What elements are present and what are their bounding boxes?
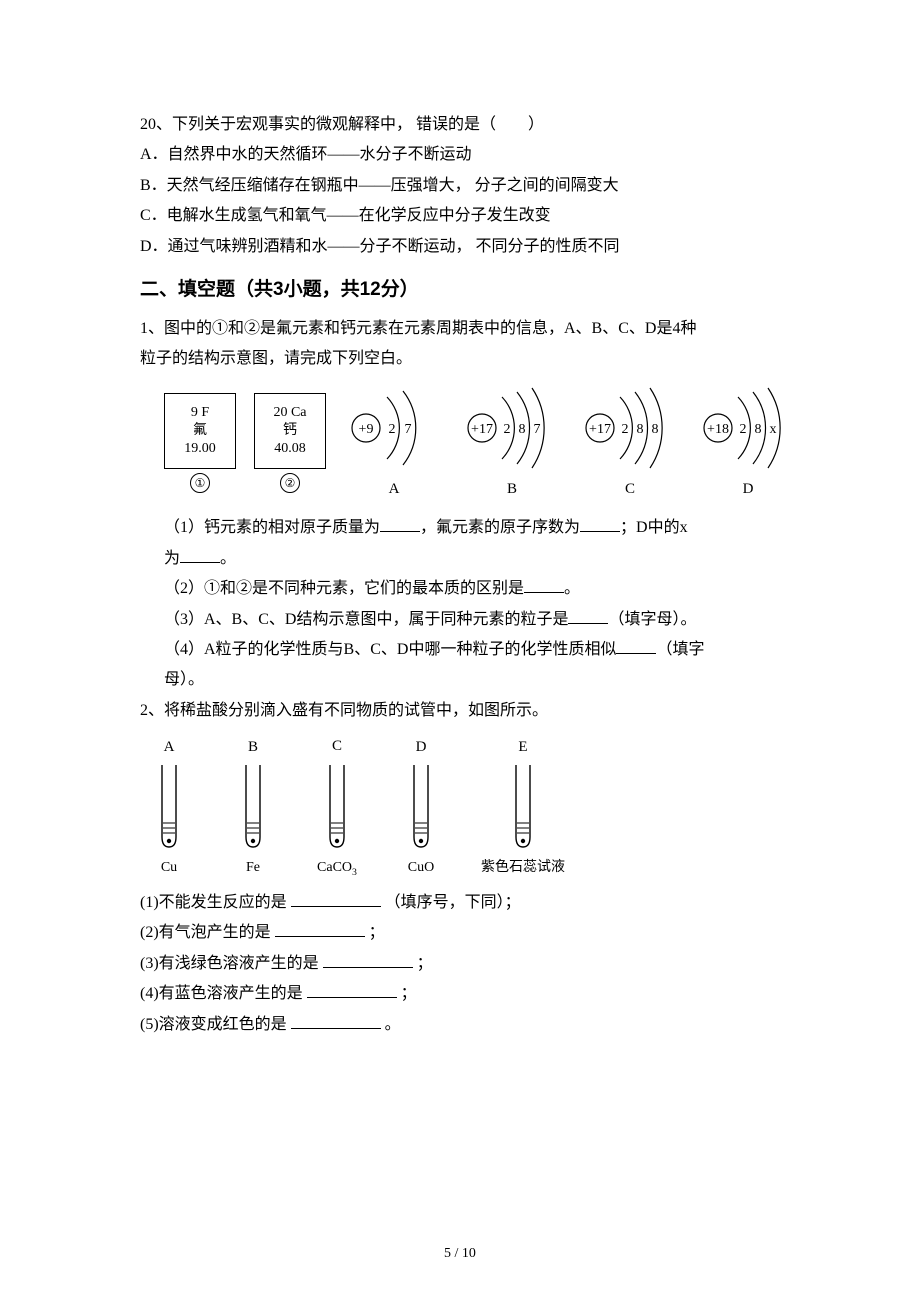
tube-c: C CaCO3 [310, 732, 364, 882]
blank[interactable] [616, 637, 656, 654]
q2-s5: (5)溶液变成红色的是 。 [140, 1010, 790, 1040]
q20-option-d: D．通过气味辨别酒精和水——分子不断运动， 不同分子的性质不同 [140, 232, 790, 262]
blank[interactable] [568, 607, 608, 624]
tube-top-label: E [518, 733, 527, 762]
q20-option-c: C．电解水生成氢气和氧气——在化学反应中分子发生改变 [140, 201, 790, 231]
atom-d: +18 2 8 x D [698, 383, 798, 504]
q2-s3: (3)有浅绿色溶液产生的是 ； [140, 949, 790, 979]
tube-a: A Cu [142, 733, 196, 882]
blank[interactable] [275, 920, 365, 937]
tile-top: 9 F [191, 404, 209, 422]
svg-text:8: 8 [637, 422, 644, 437]
tube-e: E 紫色石蕊试液 [478, 733, 568, 882]
tube-b: B Fe [226, 733, 280, 882]
svg-text:8: 8 [755, 422, 762, 437]
atom-c: +17 2 8 8 C [580, 383, 680, 504]
svg-text:8: 8 [652, 422, 659, 437]
tube-bottom-label: Fe [246, 855, 260, 882]
q1-p2: （2）①和②是不同种元素，它们的最本质的区别是。 [140, 574, 790, 604]
tile-circle-1: ① [190, 473, 210, 493]
q2-s1: (1)不能发生反应的是 （填序号，下同）； [140, 888, 790, 918]
tube-bottom-label: CuO [408, 855, 434, 882]
tube-icon [240, 763, 266, 849]
blank[interactable] [291, 890, 381, 907]
atom-label: C [625, 475, 635, 504]
tube-top-label: D [416, 733, 427, 762]
q1-stem-line1: 1、图中的①和②是氟元素和钙元素在元素周期表中的信息，A、B、C、D是4种 [140, 314, 790, 344]
tile-name: 钙 [283, 422, 297, 440]
tile-fluorine-col: 9 F 氟 19.00 ① [164, 393, 236, 493]
tile-top: 20 Ca [273, 404, 306, 422]
tile-calcium: 20 Ca 钙 40.08 [254, 393, 326, 469]
svg-text:2: 2 [389, 422, 396, 437]
atom-label: A [389, 475, 400, 504]
svg-text:7: 7 [534, 422, 541, 437]
blank[interactable] [524, 576, 564, 593]
q1-p3: （3）A、B、C、D结构示意图中，属于同种元素的粒子是（填字母）。 [140, 605, 790, 635]
tube-bottom-label: 紫色石蕊试液 [481, 855, 565, 882]
q2-stem: 2、将稀盐酸分别滴入盛有不同物质的试管中，如图所示。 [140, 696, 790, 726]
tile-calcium-col: 20 Ca 钙 40.08 ② [254, 393, 326, 493]
test-tube-row: A Cu B Fe C [142, 732, 790, 882]
svg-text:2: 2 [504, 422, 511, 437]
tube-icon [510, 763, 536, 849]
q1-p4: （4）A粒子的化学性质与B、C、D中哪一种粒子的化学性质相似（填字 [140, 635, 790, 665]
tube-icon [156, 763, 182, 849]
tube-bottom-label: CaCO3 [317, 855, 357, 882]
svg-text:8: 8 [519, 422, 526, 437]
q1-stem-line2: 粒子的结构示意图，请完成下列空白。 [140, 344, 790, 374]
tube-bottom-label: Cu [161, 855, 177, 882]
blank[interactable] [180, 546, 220, 563]
tube-top-label: A [164, 733, 175, 762]
atom-a: +9 2 7 A [344, 383, 444, 504]
page-number: 5 / 10 [0, 1241, 920, 1268]
tube-d: D CuO [394, 733, 448, 882]
element-diagram-row: 9 F 氟 19.00 ① 20 Ca 钙 40.08 ② +9 2 7 [164, 383, 790, 504]
section-heading-fill: 二、填空题（共3小题，共12分） [140, 272, 790, 308]
q20-option-b: B．天然气经压缩储存在钢瓶中——压强增大， 分子之间的间隔变大 [140, 171, 790, 201]
svg-text:x: x [770, 422, 777, 437]
blank[interactable] [307, 981, 397, 998]
tube-top-label: C [332, 732, 342, 761]
atom-label: B [507, 475, 517, 504]
blank[interactable] [323, 951, 413, 968]
svg-text:2: 2 [622, 422, 629, 437]
atom-label: D [743, 475, 754, 504]
q1-p1-cont: 为。 [140, 544, 790, 574]
q2-s2: (2)有气泡产生的是 ； [140, 918, 790, 948]
svg-text:+18: +18 [707, 422, 729, 437]
blank[interactable] [291, 1012, 381, 1029]
svg-text:2: 2 [740, 422, 747, 437]
tube-top-label: B [248, 733, 258, 762]
tube-icon [324, 763, 350, 849]
tile-mass: 40.08 [274, 440, 306, 458]
tile-name: 氟 [193, 422, 207, 440]
q1-p1: （1）钙元素的相对原子质量为，氟元素的原子序数为；D中的x [140, 513, 790, 543]
tile-circle-2: ② [280, 473, 300, 493]
q1-p4-cont: 母）。 [140, 665, 790, 695]
svg-text:7: 7 [405, 422, 412, 437]
atom-b: +17 2 8 7 B [462, 383, 562, 504]
svg-text:+17: +17 [589, 422, 611, 437]
tile-mass: 19.00 [184, 440, 216, 458]
q2-s4: (4)有蓝色溶液产生的是 ； [140, 979, 790, 1009]
blank[interactable] [380, 515, 420, 532]
tube-icon [408, 763, 434, 849]
q20-stem: 20、下列关于宏观事实的微观解释中， 错误的是（ ） [140, 110, 790, 140]
tile-fluorine: 9 F 氟 19.00 [164, 393, 236, 469]
svg-text:+17: +17 [471, 422, 493, 437]
svg-text:+9: +9 [359, 422, 374, 437]
q20-option-a: A．自然界中水的天然循环——水分子不断运动 [140, 140, 790, 170]
blank[interactable] [580, 515, 620, 532]
